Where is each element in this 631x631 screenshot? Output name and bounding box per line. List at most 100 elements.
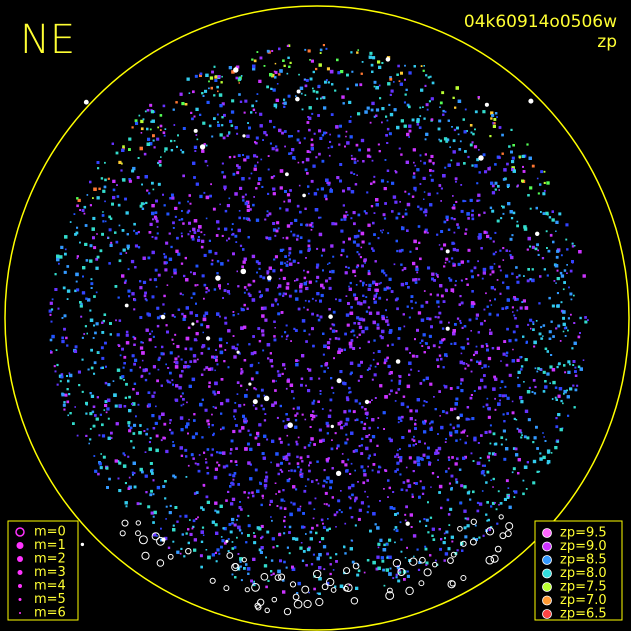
star [394,541,396,544]
star [533,340,537,345]
star [444,441,447,443]
star [128,476,131,479]
star [147,403,151,407]
star [377,566,381,570]
star [255,260,259,264]
star [200,231,203,234]
star [350,462,353,465]
star [247,429,250,432]
star [169,419,172,422]
star [508,250,511,252]
star [166,284,169,286]
star [416,123,420,126]
star [363,422,367,426]
star [89,318,94,322]
star [562,330,565,333]
star [219,287,221,290]
star [274,255,278,259]
star [365,411,369,415]
star [431,527,435,531]
star [251,298,256,302]
star [164,150,166,153]
star [347,486,352,490]
star [308,300,311,303]
star [350,115,352,118]
star [577,335,581,339]
star [115,319,117,322]
star [494,181,498,185]
star [458,148,462,151]
star [365,284,368,286]
star [246,204,250,208]
star [566,389,568,392]
star [514,447,518,451]
star [554,264,559,268]
star [474,524,477,527]
star [423,518,426,521]
star [438,491,441,494]
star [333,357,335,360]
star [317,482,320,485]
star [359,375,363,378]
star [489,265,494,270]
star [313,399,316,402]
star [204,160,208,163]
star [354,297,358,301]
star [152,493,155,496]
star [419,258,421,260]
star [271,403,275,407]
star [152,427,156,430]
star [176,550,180,554]
star [429,293,432,296]
star [350,306,353,309]
star [225,464,229,468]
star [169,381,172,384]
star [250,351,254,356]
star [167,367,170,369]
star [416,459,420,463]
star [511,168,514,171]
star [440,187,443,190]
star [511,160,515,164]
star [189,347,193,351]
star [318,577,322,581]
star [288,258,291,261]
star [288,477,291,480]
star [227,283,229,285]
star [535,320,538,322]
star [438,390,441,393]
star [116,368,121,372]
star [195,107,199,111]
star [409,352,411,354]
star [531,164,535,168]
star [487,407,491,411]
star [368,155,372,158]
star [371,418,375,422]
star [286,418,290,421]
star [284,145,286,148]
star [240,508,243,511]
star [523,435,527,439]
star [58,374,62,378]
star [346,141,350,145]
star [505,479,509,483]
star [171,193,174,197]
star [288,135,291,138]
star [259,551,263,554]
star [463,162,466,165]
star [381,329,385,334]
star [222,465,226,469]
star [269,359,273,363]
star [367,505,370,508]
star [529,318,533,322]
star [310,222,314,225]
star [203,297,205,300]
star [254,468,258,472]
star [143,202,146,205]
star [160,439,163,442]
star [238,429,242,433]
star [350,51,353,54]
star [371,70,374,73]
star [79,209,81,211]
star [320,187,324,191]
